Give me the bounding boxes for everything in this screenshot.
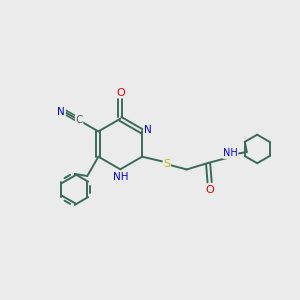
Text: O: O [116, 88, 125, 98]
Text: NH: NH [223, 148, 238, 158]
Text: N: N [58, 107, 65, 117]
Text: O: O [205, 185, 214, 195]
Text: S: S [163, 158, 170, 169]
Text: NH: NH [112, 172, 128, 182]
Text: C: C [75, 115, 83, 125]
Text: N: N [144, 125, 152, 135]
